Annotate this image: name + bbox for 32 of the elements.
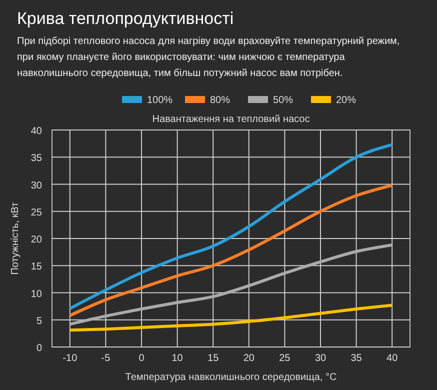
x-tick-label: 40 [386,353,398,364]
y-tick-label: 15 [30,262,42,273]
chart-title: Крива теплопродуктивності [17,9,234,28]
legend-title: Навантаження на тепловий насос [152,114,310,125]
x-tick-label: -10 [62,353,78,364]
x-tick-label: 30 [314,353,326,364]
legend-label: 50% [273,95,294,106]
legend-label: 80% [210,95,230,106]
legend-label: 20% [336,95,356,106]
line-series [68,143,394,310]
x-tick-label: 10 [172,353,184,364]
x-tick-label: 25 [279,353,291,364]
y-axis-title: Потужність, кВт [10,202,21,275]
x-tick-label: 20 [243,353,255,364]
x-tick-label: 35 [350,353,362,364]
y-tick-label: 20 [30,234,42,246]
x-axis-title: Температура навколишнього середовища, °C [125,372,337,383]
y-tick-label: 35 [30,153,42,164]
y-tick-label: 0 [36,343,42,354]
legend-label: 100% [147,95,173,106]
y-tick-label: 10 [30,288,42,300]
x-tick-label: 0 [138,353,145,364]
y-tick-label: 25 [30,207,42,218]
y-tick-label: 5 [36,316,42,327]
line-series [68,304,394,332]
y-tick-label: 40 [30,126,42,137]
line-series [68,244,394,326]
x-tick-label: -5 [101,353,111,364]
line-series [68,184,394,318]
x-tick-label: 15 [208,353,220,364]
y-tick-label: 30 [30,180,42,192]
chart-subtitle: При підборі теплового насоса для нагріву води враховуйте температурний режим, при якому плануєте його використовувати: чим нижчою є температура навколишнього середовища, тим більш потужний насос вам потрібен. [17,36,400,79]
